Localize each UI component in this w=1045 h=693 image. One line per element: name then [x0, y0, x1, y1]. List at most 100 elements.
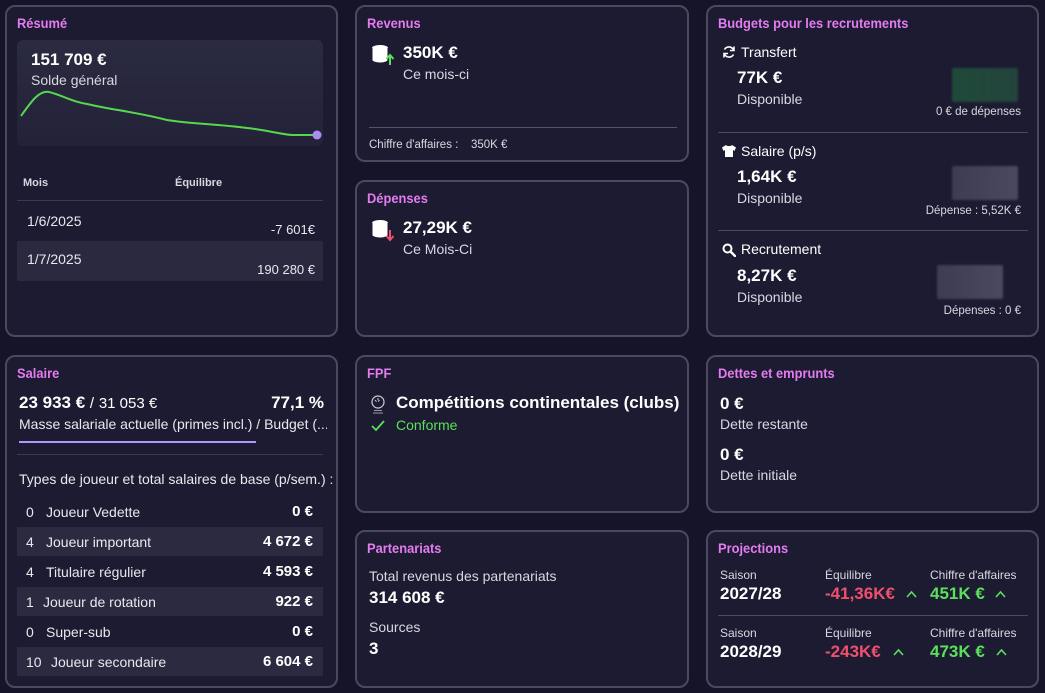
resume-row: 1/6/2025 -7 601€	[17, 201, 323, 241]
divider	[718, 230, 1028, 231]
player-type-row: 4 Joueur important 4 672 €	[17, 527, 323, 556]
dette-restante-amount: 0 €	[720, 394, 744, 413]
dette-restante-label: Dette restante	[720, 416, 808, 432]
player-type-name: Joueur Vedette	[46, 504, 141, 520]
shirt-icon	[722, 145, 736, 157]
refresh-icon	[723, 46, 735, 58]
divider	[17, 200, 323, 201]
resume-col-month: Mois	[23, 177, 49, 189]
revenus-footer-value: 350K €	[471, 139, 508, 151]
projection-balance-label: Équilibre	[825, 626, 872, 640]
budget-note: Dépenses : 0 €	[943, 305, 1021, 317]
salaire-current: 23 933 €	[19, 393, 86, 412]
projection-season: 2028/29	[720, 642, 782, 661]
partenariats-total-value: 314 608 €	[369, 588, 445, 607]
player-type-count: 4	[26, 534, 34, 550]
budget-spend-bar	[952, 68, 1018, 102]
player-type-row: 4 Titulaire régulier 4 593 €	[17, 557, 323, 586]
chevron-up-icon	[995, 590, 1006, 598]
salaire-percent: 77,1 %	[271, 393, 324, 412]
salaire-card: Salaire 23 933 € / 31 053 € 77,1 % Masse…	[5, 355, 338, 688]
player-type-name: Joueur important	[46, 534, 152, 550]
player-type-count: 4	[26, 564, 34, 580]
dette-initiale-amount: 0 €	[720, 445, 744, 464]
projection-balance: -243K€	[825, 642, 881, 661]
projection-row: Saison 2027/28 Équilibre -41,36K€ Chiffr…	[708, 564, 1037, 614]
salaire-progress-bar	[19, 441, 326, 443]
fpf-status: Conforme	[396, 417, 458, 433]
budget-note: Dépense : 5,52K €	[925, 205, 1021, 217]
salaire-title: Salaire	[17, 365, 60, 381]
partenariats-sources-label: Sources	[369, 619, 421, 635]
resume-row: 1/7/2025 190 280 €	[17, 241, 323, 281]
balance-line-chart	[20, 90, 322, 140]
budget-transfert[interactable]: Transfert 77K € Disponible 0 € de dépens…	[708, 37, 1037, 133]
player-type-name: Joueur secondaire	[51, 654, 167, 670]
partenariats-sources-value: 3	[369, 639, 379, 658]
depenses-period: Ce Mois-Ci	[403, 241, 473, 257]
budget-amount: 77K €	[737, 68, 783, 87]
fpf-title: FPF	[367, 365, 392, 381]
player-type-count: 0	[26, 624, 34, 640]
balance-chart[interactable]: 151 709 € Solde général	[17, 40, 323, 146]
player-type-value: 4 672 €	[262, 533, 313, 550]
chevron-up-icon	[906, 590, 917, 598]
depenses-card: Dépenses 27,29K € Ce Mois-Ci	[355, 180, 689, 337]
projection-revenue: 473K €	[930, 642, 985, 661]
salaire-types-header: Types de joueur et total salaires de bas…	[19, 471, 334, 487]
budget-amount: 8,27K €	[737, 266, 797, 285]
projection-season-label: Saison	[720, 626, 757, 640]
budget-name: Salaire (p/s)	[741, 143, 817, 159]
budget-recrutement[interactable]: Recrutement 8,27K € Disponible Dépenses …	[708, 237, 1037, 331]
chevron-up-icon	[996, 648, 1007, 656]
divider	[369, 127, 677, 128]
player-type-count: 1	[26, 594, 34, 610]
partenariats-title: Partenariats	[367, 540, 442, 556]
projection-balance-label: Équilibre	[825, 568, 872, 582]
player-type-name: Super-sub	[46, 624, 111, 640]
player-type-name: Titulaire régulier	[46, 564, 146, 580]
player-type-row: 0 Joueur Vedette 0 €	[17, 497, 323, 526]
budget-sub: Disponible	[737, 190, 803, 206]
player-type-value: 922 €	[275, 593, 313, 610]
budgets-card: Budgets pour les recrutements Transfert …	[706, 5, 1039, 337]
dettes-card: Dettes et emprunts 0 € Dette restante 0 …	[706, 355, 1039, 513]
player-type-row: 0 Super-sub 0 €	[17, 617, 323, 646]
revenus-amount: 350K €	[403, 43, 458, 62]
check-icon	[371, 420, 385, 432]
resume-card: Résumé 151 709 € Solde général Mois Équi…	[5, 5, 338, 337]
resume-row-month: 1/7/2025	[27, 251, 82, 267]
coins-up-icon	[371, 45, 395, 65]
budget-sub: Disponible	[737, 289, 803, 305]
projection-revenue-label: Chiffre d'affaires	[930, 568, 1017, 582]
budgets-title: Budgets pour les recrutements	[718, 15, 909, 31]
projection-revenue-label: Chiffre d'affaires	[930, 626, 1017, 640]
player-type-name: Joueur de rotation	[43, 594, 156, 610]
salaire-separator: /	[89, 395, 95, 412]
resume-row-month: 1/6/2025	[27, 213, 82, 229]
revenus-period: Ce mois-ci	[403, 66, 470, 82]
chevron-up-icon	[893, 648, 904, 656]
budget-note: 0 € de dépenses	[935, 106, 1021, 118]
budget-salaire[interactable]: Salaire (p/s) 1,64K € Disponible Dépense…	[708, 137, 1037, 231]
divider	[17, 454, 323, 455]
depenses-amount: 27,29K €	[403, 218, 472, 237]
divider	[718, 132, 1028, 133]
player-type-value: 6 604 €	[262, 653, 313, 670]
partenariats-total-label: Total revenus des partenariats	[369, 568, 557, 584]
dettes-title: Dettes et emprunts	[718, 365, 835, 381]
balance-amount: 151 709 €	[31, 50, 107, 69]
revenus-footer-label: Chiffre d'affaires :	[369, 139, 459, 151]
budget-name: Transfert	[741, 44, 797, 60]
projection-balance: -41,36K€	[825, 584, 895, 603]
projection-season: 2027/28	[720, 584, 782, 603]
budget-amount: 1,64K €	[737, 167, 797, 186]
player-type-value: 0 €	[292, 503, 313, 520]
dette-initiale-label: Dette initiale	[720, 467, 798, 483]
trophy-icon	[371, 395, 385, 414]
budget-spend-bar	[952, 166, 1018, 200]
budget-spend-bar	[937, 265, 1003, 299]
player-type-value: 4 593 €	[262, 563, 313, 580]
revenus-card: Revenus 350K € Ce mois-ci Chiffre d'affa…	[355, 5, 689, 162]
fpf-competition: Compétitions continentales (clubs)	[396, 393, 680, 412]
